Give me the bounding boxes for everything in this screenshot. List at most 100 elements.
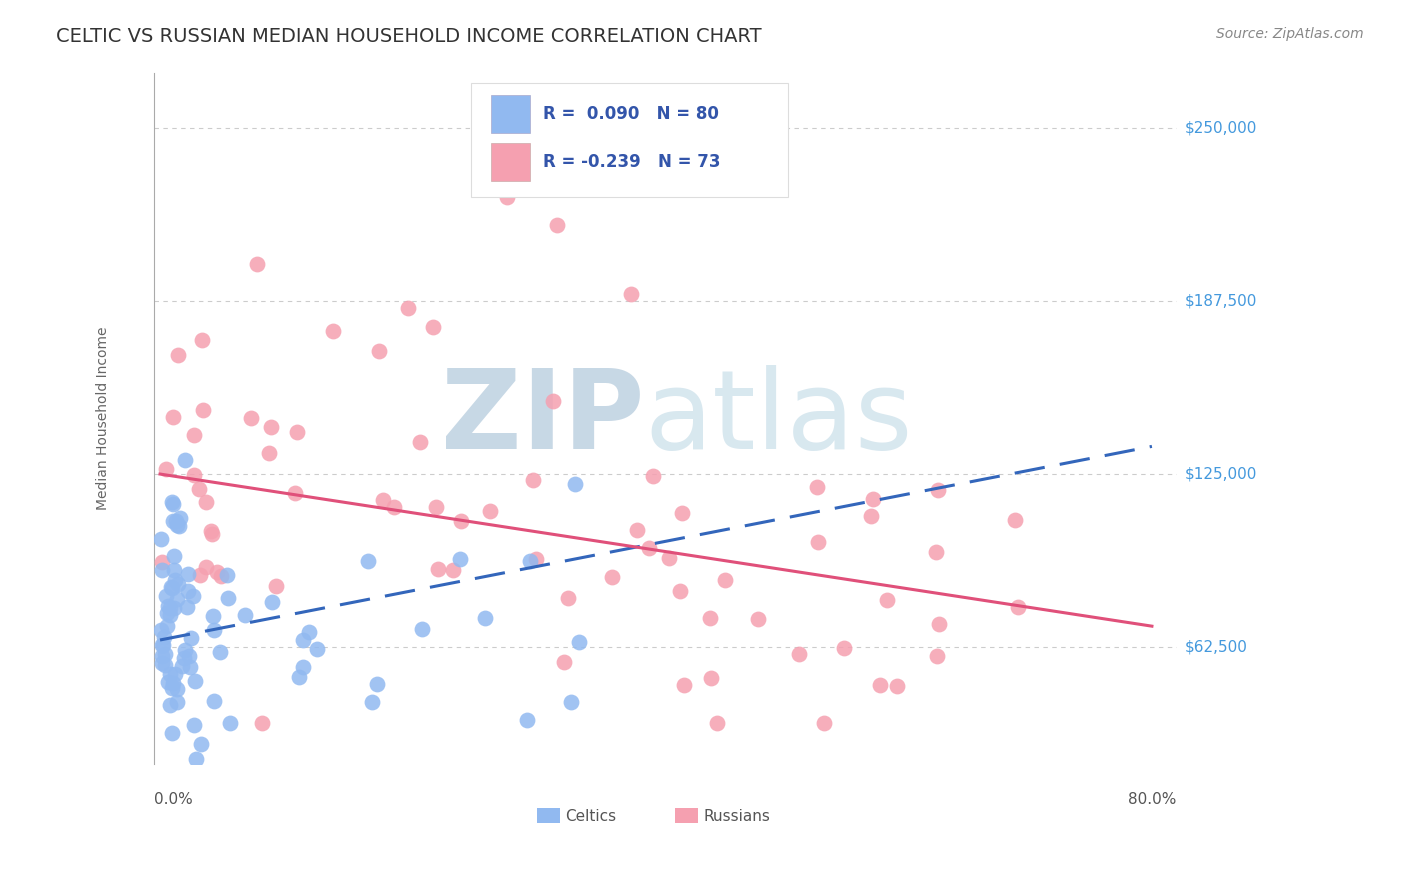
Point — [564, 477, 586, 491]
Point — [162, 495, 184, 509]
Point — [156, 606, 179, 620]
Point — [291, 660, 314, 674]
Point — [166, 591, 188, 606]
Text: $62,500: $62,500 — [1185, 640, 1249, 655]
Point — [166, 518, 188, 533]
Point — [160, 726, 183, 740]
Point — [524, 552, 547, 566]
Point — [927, 649, 949, 664]
Point — [541, 394, 564, 409]
Point — [179, 660, 201, 674]
Point — [396, 301, 419, 315]
FancyBboxPatch shape — [675, 808, 697, 823]
Text: Source: ZipAtlas.com: Source: ZipAtlas.com — [1216, 27, 1364, 41]
Point — [246, 257, 269, 271]
FancyBboxPatch shape — [471, 83, 787, 197]
Point — [557, 591, 579, 605]
Point — [368, 343, 391, 358]
Point — [449, 552, 471, 566]
Point — [155, 647, 177, 661]
Point — [209, 569, 232, 583]
Point — [240, 411, 263, 425]
Point — [322, 324, 344, 338]
Point — [150, 639, 173, 653]
Point — [174, 643, 197, 657]
Point — [162, 515, 184, 529]
Point — [159, 698, 181, 712]
FancyBboxPatch shape — [491, 143, 530, 181]
Point — [620, 287, 643, 301]
Point — [177, 649, 200, 664]
Point — [219, 715, 242, 730]
Text: R =  0.090   N = 80: R = 0.090 N = 80 — [543, 105, 718, 123]
Point — [787, 647, 810, 661]
Point — [201, 527, 224, 541]
Point — [250, 716, 273, 731]
Point — [157, 675, 180, 690]
Text: Russians: Russians — [703, 809, 770, 824]
Point — [356, 554, 378, 568]
Point — [215, 568, 238, 582]
Point — [360, 695, 382, 709]
FancyBboxPatch shape — [537, 808, 560, 823]
Point — [927, 483, 949, 498]
Point — [156, 619, 179, 633]
Point — [184, 673, 207, 688]
Point — [190, 737, 212, 751]
Point — [159, 580, 181, 594]
Text: atlas: atlas — [645, 365, 914, 472]
Point — [163, 549, 186, 563]
Point — [714, 574, 737, 588]
Point — [600, 570, 623, 584]
Text: CELTIC VS RUSSIAN MEDIAN HOUSEHOLD INCOME CORRELATION CHART: CELTIC VS RUSSIAN MEDIAN HOUSEHOLD INCOM… — [56, 27, 762, 45]
Point — [176, 567, 198, 582]
Point — [641, 469, 664, 483]
Point — [806, 535, 828, 549]
Text: Celtics: Celtics — [565, 809, 616, 824]
Point — [155, 590, 177, 604]
Point — [925, 545, 948, 559]
Point — [441, 562, 464, 576]
Point — [165, 514, 187, 528]
Point — [149, 533, 172, 547]
Point — [298, 625, 321, 640]
Point — [257, 446, 280, 460]
Point — [150, 555, 173, 569]
FancyBboxPatch shape — [491, 95, 530, 133]
Point — [160, 582, 183, 596]
Point — [186, 752, 208, 766]
Point — [190, 333, 212, 347]
Point — [450, 514, 472, 528]
Point — [176, 599, 198, 614]
Point — [167, 348, 190, 362]
Point — [373, 492, 395, 507]
Point — [202, 624, 225, 638]
Point — [928, 617, 950, 632]
Text: 80.0%: 80.0% — [1129, 792, 1177, 807]
Point — [1004, 513, 1026, 527]
Point — [163, 601, 186, 615]
Point — [166, 695, 188, 709]
Point — [167, 518, 190, 533]
Point — [1007, 599, 1029, 614]
Point — [172, 658, 194, 673]
Point — [553, 655, 575, 669]
Point — [166, 577, 188, 591]
Point — [285, 425, 308, 440]
Point — [834, 641, 856, 656]
Point — [700, 672, 723, 686]
Point — [813, 716, 835, 731]
Point — [260, 419, 283, 434]
Point — [658, 551, 681, 566]
Point — [183, 428, 205, 442]
Point — [183, 718, 205, 732]
Point — [162, 676, 184, 690]
Point — [159, 607, 181, 622]
Point — [188, 567, 211, 582]
Text: $125,000: $125,000 — [1185, 467, 1257, 482]
Point — [307, 642, 329, 657]
Point — [860, 508, 883, 523]
Point — [173, 453, 195, 467]
Point — [869, 678, 891, 692]
Point — [366, 677, 388, 691]
